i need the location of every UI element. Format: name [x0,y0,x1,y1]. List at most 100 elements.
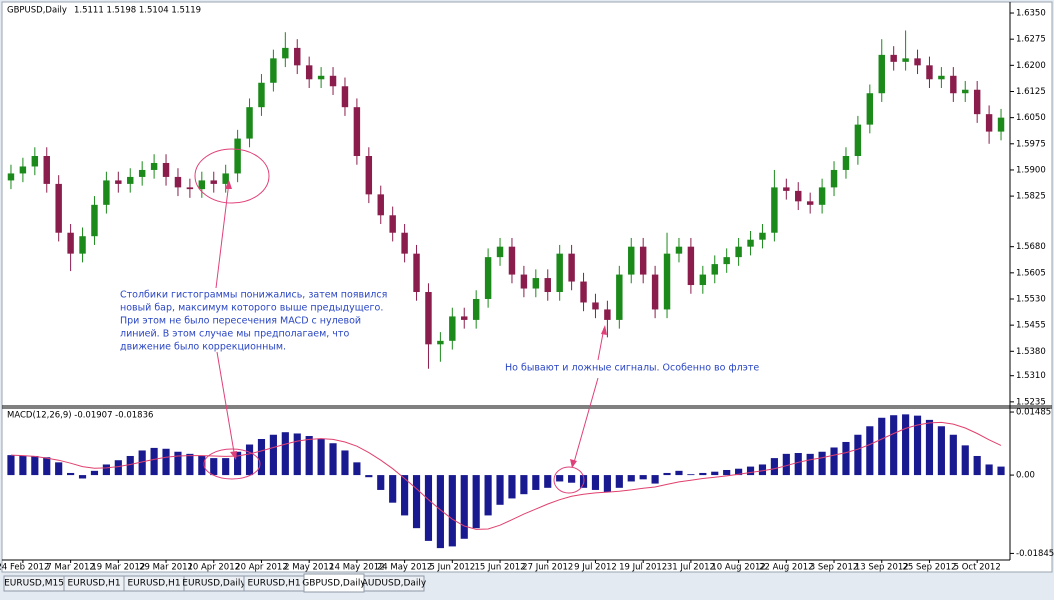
candle-body [711,264,718,275]
candle-body [401,232,408,254]
candle-body [55,183,62,233]
candle-body [222,173,229,184]
candle-body [830,169,838,188]
macd-bar [19,455,27,476]
y-tick-label: 1.5235 [1016,397,1046,407]
macd-bar [663,472,671,476]
x-tick-label: 29 Mar 2012 [139,563,193,573]
macd-bar [222,458,230,476]
candle-body [258,82,265,108]
macd-bar [878,417,886,476]
candle-body [556,253,563,293]
candle-body [997,117,1005,132]
macd-bar [782,453,790,476]
x-tick-label: 10 Apr 2012 [187,563,240,573]
macd-bar [830,447,838,476]
macd-bar [687,474,695,476]
macd-bar [758,464,767,476]
x-tick-label: 20 Apr 2012 [235,563,288,573]
tab-label[interactable]: GBPUSD,Daily [302,579,366,589]
candle-body [174,176,182,188]
macd-bar [138,450,146,476]
y-tick-label: 0.00 [1016,471,1035,481]
candle-body [246,107,253,139]
macd-bar [150,447,158,476]
macd-bar [794,453,802,476]
highlight-ellipse [203,448,261,480]
tab-label[interactable]: EURUSD,H1 [127,579,180,589]
macd-bar [412,475,421,529]
macd-bar [949,434,957,476]
candle-body [973,89,981,115]
tabs: EURUSD,M15 EURUSD,H1 EURUSD,H1 EURUSD,Daily… [3,573,427,593]
signal-line [10,421,1002,530]
x-tick-label: 14 May 2012 [329,563,384,573]
candle-body [91,204,98,237]
x-tick-label: 7 Mar 2012 [46,563,94,573]
x-tick-label: 24 Feb 2012 [0,563,49,573]
x-tick-label: 31 Jul 2012 [667,563,715,573]
candle-body [162,162,170,177]
tab-label[interactable]: EURUSD,H1 [247,579,300,589]
macd-bar [913,415,922,476]
candle-body [270,58,277,83]
macd-bar [735,468,743,476]
macd-bar [496,475,504,505]
tab-label[interactable]: EURUSD,M15 [4,579,64,589]
macd-bar [126,455,134,476]
arrow-heads [225,180,607,468]
candle-body [79,236,86,254]
candle-body [842,156,850,170]
macd-bar [317,438,325,476]
candle-body [639,246,647,275]
macd-bar [866,426,874,476]
y-tick-label: 1.5310 [1016,371,1046,381]
candle-body [699,274,707,286]
candle-body [544,278,551,293]
candle-body [341,86,349,108]
macd-bar [854,434,862,476]
macd-bar [639,475,647,480]
macd-bar [484,475,492,516]
arrow-head [570,459,577,468]
x-tick-label: 5 Oct 2012 [954,563,1001,573]
macd-bar [770,458,778,476]
macd-bar [424,475,433,541]
macd-bar [556,475,564,482]
tab-label[interactable]: AUDUSD,Daily [362,579,427,589]
macd-bar [925,419,934,476]
tab-label[interactable]: EURUSD,H1 [67,579,120,589]
arrow [216,351,236,459]
candle-body [377,194,384,216]
candle-body [496,246,504,258]
tab-label[interactable]: EURUSD,Daily [182,579,246,589]
y-tick-label: -0.01845 [1016,549,1054,559]
macd-bar [675,470,683,476]
symbol-title: GBPUSD,Daily [7,6,67,16]
macd-bar [162,448,170,476]
candle-body [365,156,373,195]
candle-body [818,187,826,205]
macd-bar [67,472,75,476]
candle-body [31,156,39,167]
candle-body [425,292,432,345]
macd-bar [353,462,361,476]
macd-bar [615,475,623,488]
macd-bar [245,444,254,476]
macd-bar [818,451,826,476]
macd-bar [90,470,99,476]
candle-body [890,54,897,62]
macd-bar [937,426,945,476]
x-tick-label: 24 May 2012 [377,563,432,573]
macd-bar [544,475,552,488]
candle-body [389,215,396,233]
y-tick-label: 1.5975 [1016,139,1046,149]
macd-bar [257,438,266,476]
tab[interactable] [363,575,425,592]
macd-bar [341,450,349,476]
macd-bar [890,415,898,476]
macd-bar [603,475,611,493]
x-tick-label: 5 Jun 2012 [429,563,475,573]
macd-bar [269,434,277,476]
candle-body [616,274,623,320]
